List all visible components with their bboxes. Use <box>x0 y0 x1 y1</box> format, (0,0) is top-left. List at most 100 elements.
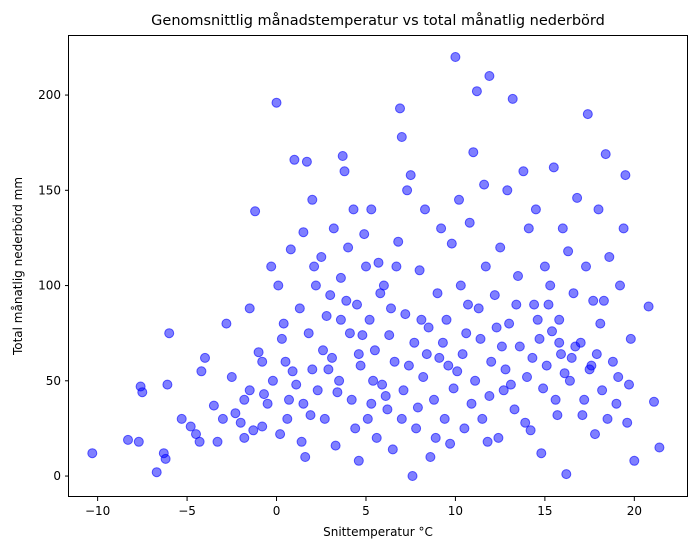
data-point <box>495 242 506 253</box>
data-point <box>387 444 398 455</box>
data-point <box>423 322 434 333</box>
data-point <box>244 385 255 396</box>
data-point <box>239 432 250 443</box>
data-point <box>523 223 534 234</box>
data-point <box>303 328 314 339</box>
data-point <box>176 413 187 424</box>
data-point <box>588 295 599 306</box>
data-point <box>309 261 320 272</box>
data-point <box>615 280 625 291</box>
data-point <box>212 436 223 447</box>
data-point <box>455 280 466 291</box>
x-tick-label: 20 <box>627 504 642 518</box>
data-point <box>445 438 456 449</box>
data-point <box>267 375 278 386</box>
data-point <box>461 328 472 339</box>
data-point <box>353 455 364 466</box>
data-point <box>554 337 565 348</box>
data-point <box>375 288 386 299</box>
data-point <box>654 442 665 453</box>
data-point <box>452 366 463 377</box>
data-point <box>482 436 493 447</box>
data-point <box>556 349 566 360</box>
data-point <box>296 436 307 447</box>
data-point <box>357 330 368 341</box>
data-point <box>291 379 302 390</box>
data-point <box>316 252 327 262</box>
data-point <box>579 394 590 405</box>
data-point <box>185 421 196 432</box>
data-point <box>598 295 609 306</box>
data-point <box>239 394 250 405</box>
data-point <box>355 360 366 371</box>
data-point <box>226 372 237 382</box>
y-tick-label: 50 <box>46 374 61 388</box>
data-point <box>368 375 379 386</box>
data-point <box>618 223 629 234</box>
data-point <box>595 318 606 329</box>
data-point <box>613 372 624 382</box>
data-point <box>593 204 604 215</box>
data-point <box>208 400 219 411</box>
data-point <box>217 413 228 424</box>
data-point <box>273 280 284 291</box>
data-point <box>625 333 636 344</box>
data-point <box>446 238 457 249</box>
data-point <box>284 394 294 405</box>
data-point <box>341 295 352 306</box>
data-point <box>530 204 541 215</box>
data-point <box>361 261 371 272</box>
data-point <box>622 417 633 428</box>
y-tick-label: 200 <box>38 88 61 102</box>
data-point <box>323 364 334 375</box>
data-point <box>278 318 289 329</box>
data-point <box>552 410 563 421</box>
data-point <box>477 413 488 424</box>
data-point <box>493 432 504 443</box>
data-point <box>505 379 516 390</box>
data-point <box>432 288 443 299</box>
data-point <box>87 448 98 459</box>
data-point <box>620 170 631 181</box>
data-point <box>541 360 552 371</box>
data-point <box>253 347 264 358</box>
y-tick-label: 100 <box>38 279 61 293</box>
data-point <box>425 452 436 462</box>
data-point <box>468 147 479 158</box>
data-point <box>398 385 409 396</box>
data-point <box>321 311 332 321</box>
data-point <box>330 440 341 451</box>
data-point <box>429 394 439 405</box>
data-point <box>395 103 405 114</box>
data-point <box>200 352 210 363</box>
data-point <box>307 364 318 375</box>
data-point <box>244 303 255 314</box>
data-point <box>276 333 287 344</box>
data-point <box>262 398 273 409</box>
data-point <box>502 185 513 196</box>
data-point <box>133 436 144 447</box>
x-axis-label: Snittemperatur °C <box>323 525 433 539</box>
data-point <box>513 271 523 281</box>
data-point <box>325 290 336 301</box>
data-point <box>545 280 556 291</box>
data-point <box>450 52 461 62</box>
data-point <box>448 383 459 394</box>
data-point <box>649 396 659 407</box>
data-point <box>529 299 540 310</box>
data-point <box>539 261 550 272</box>
data-point <box>318 345 328 356</box>
data-point <box>554 314 565 325</box>
data-point <box>343 242 354 253</box>
data-point <box>566 352 577 363</box>
data-point <box>362 413 373 424</box>
data-point <box>389 356 400 367</box>
x-tick-label: 0 <box>273 504 281 518</box>
data-point <box>548 162 559 173</box>
data-point <box>416 314 427 325</box>
data-point <box>285 244 296 255</box>
data-point <box>527 352 538 363</box>
data-point <box>498 385 509 396</box>
data-point <box>522 372 532 382</box>
data-point <box>327 352 337 363</box>
